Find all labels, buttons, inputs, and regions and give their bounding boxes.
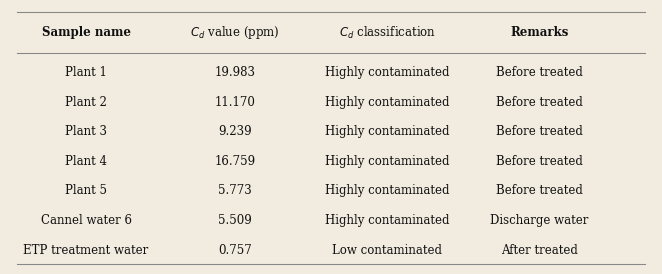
Text: Before treated: Before treated	[496, 66, 583, 79]
Text: Before treated: Before treated	[496, 155, 583, 168]
Text: Highly contaminated: Highly contaminated	[325, 96, 449, 109]
Text: Sample name: Sample name	[42, 26, 130, 39]
Text: Plant 3: Plant 3	[65, 125, 107, 138]
Text: Plant 2: Plant 2	[65, 96, 107, 109]
Text: Before treated: Before treated	[496, 125, 583, 138]
Text: $C_d$ classification: $C_d$ classification	[339, 25, 436, 41]
Text: Before treated: Before treated	[496, 96, 583, 109]
Text: 5.773: 5.773	[218, 184, 252, 198]
Text: Plant 5: Plant 5	[65, 184, 107, 198]
Text: 5.509: 5.509	[218, 214, 252, 227]
Text: After treated: After treated	[501, 244, 578, 257]
Text: Highly contaminated: Highly contaminated	[325, 66, 449, 79]
Text: 19.983: 19.983	[214, 66, 256, 79]
Text: Highly contaminated: Highly contaminated	[325, 184, 449, 198]
Text: $C_d$ value (ppm): $C_d$ value (ppm)	[190, 24, 280, 41]
Text: 9.239: 9.239	[218, 125, 252, 138]
Text: 0.757: 0.757	[218, 244, 252, 257]
Text: ETP treatment water: ETP treatment water	[23, 244, 149, 257]
Text: Plant 4: Plant 4	[65, 155, 107, 168]
Text: Highly contaminated: Highly contaminated	[325, 214, 449, 227]
Text: Discharge water: Discharge water	[491, 214, 589, 227]
Text: Cannel water 6: Cannel water 6	[40, 214, 132, 227]
Text: Highly contaminated: Highly contaminated	[325, 125, 449, 138]
Text: Low contaminated: Low contaminated	[332, 244, 442, 257]
Text: 16.759: 16.759	[214, 155, 256, 168]
Text: Highly contaminated: Highly contaminated	[325, 155, 449, 168]
Text: Before treated: Before treated	[496, 184, 583, 198]
Text: Plant 1: Plant 1	[65, 66, 107, 79]
Text: 11.170: 11.170	[214, 96, 256, 109]
Text: Remarks: Remarks	[510, 26, 569, 39]
